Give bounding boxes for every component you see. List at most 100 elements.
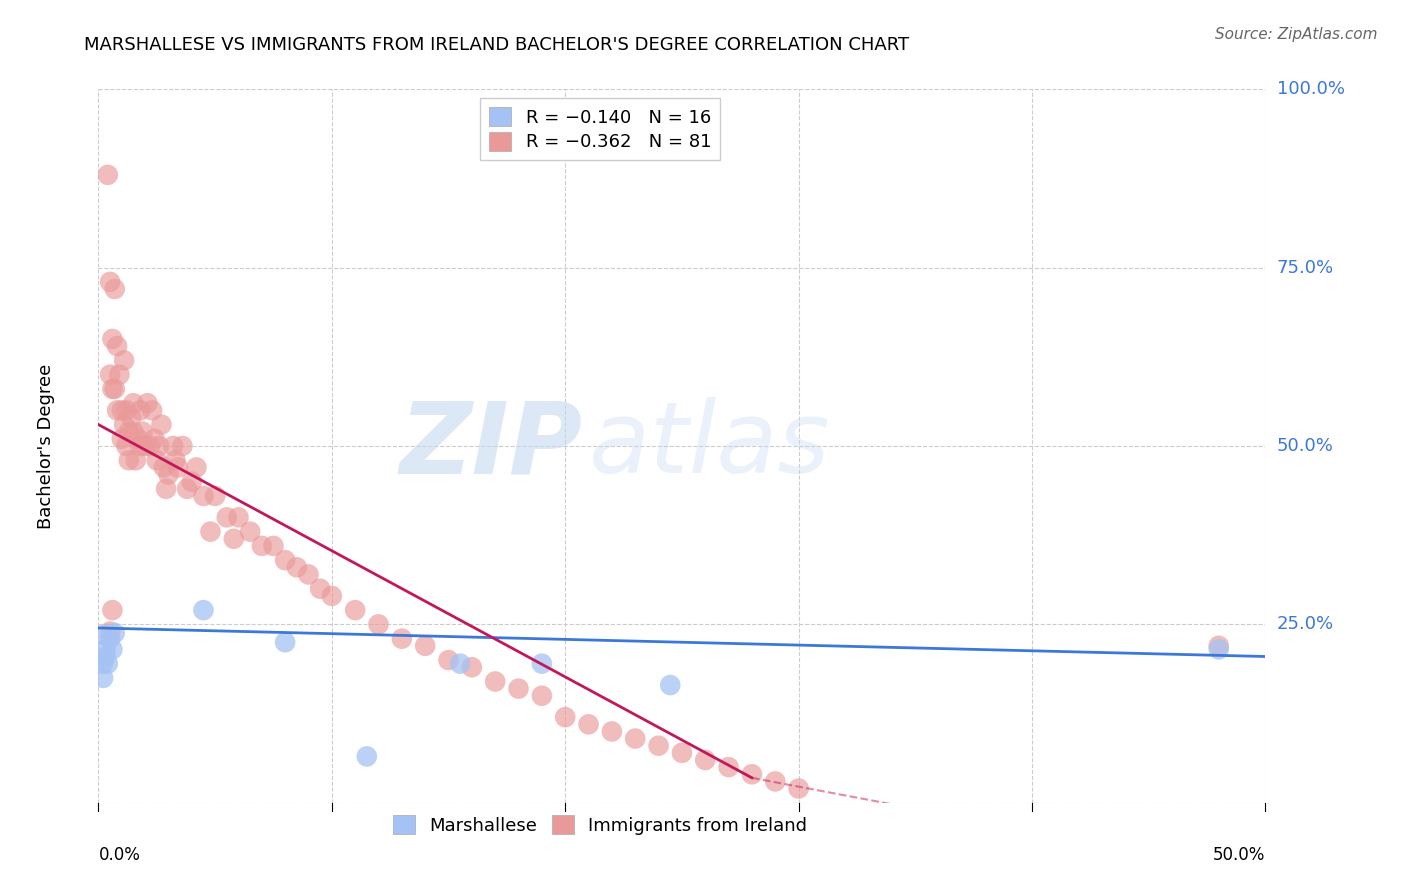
- Text: Bachelor's Degree: Bachelor's Degree: [37, 363, 55, 529]
- Point: [97, 657, 120, 671]
- Point: [122, 396, 145, 410]
- Point: [155, 482, 177, 496]
- Point: [136, 396, 159, 410]
- Point: [122, 425, 145, 439]
- Point: [356, 749, 378, 764]
- Text: MARSHALLESE VS IMMIGRANTS FROM IRELAND BACHELOR'S DEGREE CORRELATION CHART: MARSHALLESE VS IMMIGRANTS FROM IRELAND B…: [84, 36, 910, 54]
- Text: 50.0%: 50.0%: [1213, 846, 1265, 863]
- Point: [193, 489, 215, 503]
- Point: [274, 553, 297, 567]
- Point: [94, 649, 117, 664]
- Text: 0.0%: 0.0%: [98, 846, 141, 863]
- Point: [101, 642, 124, 657]
- Point: [105, 403, 128, 417]
- Point: [94, 642, 117, 657]
- Point: [309, 582, 332, 596]
- Point: [101, 603, 124, 617]
- Point: [262, 539, 284, 553]
- Point: [449, 657, 471, 671]
- Point: [141, 403, 163, 417]
- Text: 50.0%: 50.0%: [1277, 437, 1333, 455]
- Point: [647, 739, 669, 753]
- Point: [204, 489, 226, 503]
- Point: [111, 403, 134, 417]
- Point: [152, 460, 174, 475]
- Point: [787, 781, 810, 796]
- Point: [321, 589, 343, 603]
- Point: [98, 624, 121, 639]
- Point: [104, 282, 127, 296]
- Point: [129, 439, 152, 453]
- Point: [104, 626, 127, 640]
- Text: 25.0%: 25.0%: [1277, 615, 1334, 633]
- Text: atlas: atlas: [589, 398, 830, 494]
- Point: [508, 681, 530, 696]
- Point: [146, 453, 169, 467]
- Point: [1208, 642, 1230, 657]
- Point: [108, 368, 131, 382]
- Point: [91, 628, 114, 642]
- Point: [165, 453, 187, 467]
- Point: [176, 482, 198, 496]
- Point: [104, 382, 127, 396]
- Point: [111, 432, 134, 446]
- Point: [285, 560, 308, 574]
- Point: [763, 774, 786, 789]
- Point: [180, 475, 202, 489]
- Point: [367, 617, 389, 632]
- Point: [101, 382, 124, 396]
- Point: [157, 467, 180, 482]
- Point: [186, 460, 208, 475]
- Point: [97, 168, 120, 182]
- Point: [671, 746, 693, 760]
- Point: [98, 368, 121, 382]
- Point: [228, 510, 250, 524]
- Point: [125, 453, 148, 467]
- Point: [250, 539, 273, 553]
- Point: [118, 453, 141, 467]
- Point: [132, 425, 155, 439]
- Point: [98, 275, 121, 289]
- Point: [624, 731, 647, 746]
- Point: [344, 603, 367, 617]
- Point: [695, 753, 717, 767]
- Point: [239, 524, 262, 539]
- Point: [437, 653, 460, 667]
- Point: [659, 678, 682, 692]
- Text: 75.0%: 75.0%: [1277, 259, 1334, 277]
- Point: [112, 353, 135, 368]
- Point: [741, 767, 763, 781]
- Text: Source: ZipAtlas.com: Source: ZipAtlas.com: [1215, 27, 1378, 42]
- Point: [215, 510, 238, 524]
- Point: [297, 567, 319, 582]
- Point: [115, 439, 138, 453]
- Point: [554, 710, 576, 724]
- Point: [172, 439, 194, 453]
- Point: [112, 417, 135, 432]
- Text: 100.0%: 100.0%: [1277, 80, 1344, 98]
- Text: ZIP: ZIP: [399, 398, 582, 494]
- Point: [148, 439, 170, 453]
- Point: [162, 439, 184, 453]
- Point: [530, 689, 553, 703]
- Point: [530, 657, 553, 671]
- Point: [413, 639, 436, 653]
- Point: [129, 403, 152, 417]
- Point: [461, 660, 484, 674]
- Point: [101, 332, 124, 346]
- Point: [134, 439, 156, 453]
- Point: [274, 635, 297, 649]
- Point: [105, 339, 128, 353]
- Point: [91, 671, 114, 685]
- Point: [127, 432, 149, 446]
- Point: [578, 717, 600, 731]
- Point: [120, 410, 142, 425]
- Point: [91, 657, 114, 671]
- Point: [118, 425, 141, 439]
- Point: [139, 439, 162, 453]
- Point: [391, 632, 413, 646]
- Point: [143, 432, 166, 446]
- Point: [150, 417, 173, 432]
- Point: [193, 603, 215, 617]
- Point: [200, 524, 222, 539]
